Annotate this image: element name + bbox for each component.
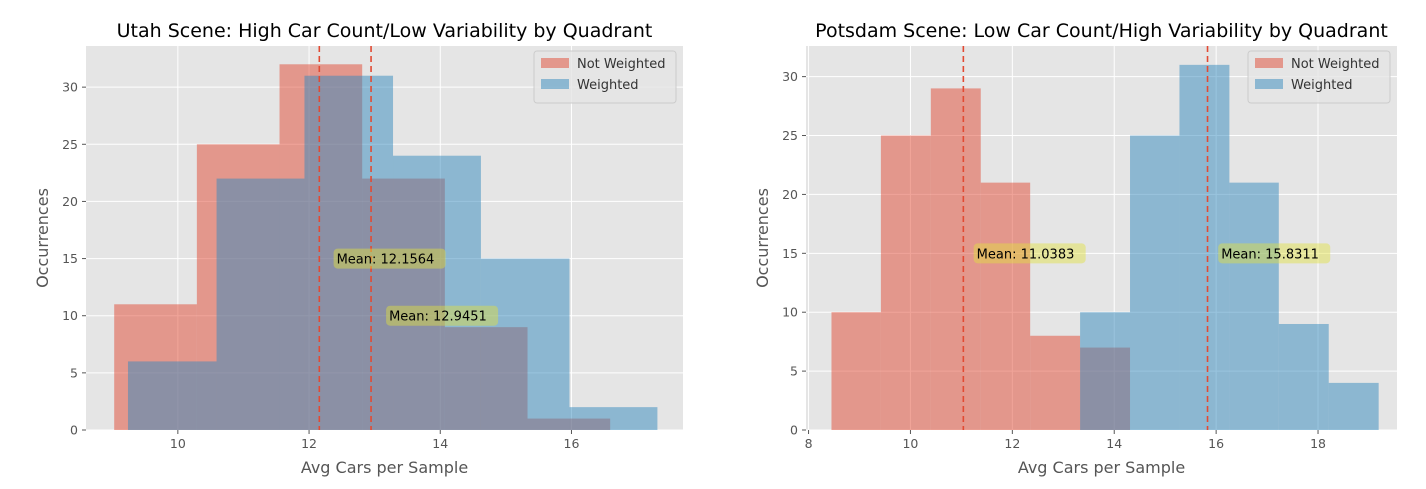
y-tick-label: 15 bbox=[782, 246, 798, 261]
legend-swatch-not-weighted bbox=[1255, 58, 1283, 68]
bar-not-weighted bbox=[930, 88, 981, 430]
legend-label-not-weighted: Not Weighted bbox=[1291, 57, 1379, 72]
bar-not-weighted bbox=[831, 312, 881, 430]
x-tick-label: 16 bbox=[1208, 436, 1224, 451]
x-tick-label: 14 bbox=[432, 436, 448, 451]
legend-swatch-weighted bbox=[1255, 79, 1283, 89]
legend: Not Weighted Weighted bbox=[1247, 50, 1391, 104]
x-tick-label: 10 bbox=[902, 436, 918, 451]
bar-weighted bbox=[1229, 182, 1279, 430]
legend-box bbox=[1247, 50, 1391, 104]
y-tick-label: 30 bbox=[62, 80, 78, 95]
x-tick-label: 8 bbox=[805, 436, 813, 451]
bar-weighted bbox=[569, 407, 658, 430]
y-tick-label: 20 bbox=[62, 194, 78, 209]
mean-annotation: Mean: 11.0383 bbox=[977, 247, 1075, 262]
bar-not-weighted bbox=[980, 182, 1031, 430]
y-tick-label: 30 bbox=[782, 69, 798, 84]
bar-weighted bbox=[480, 258, 570, 430]
x-tick-label: 16 bbox=[564, 436, 580, 451]
x-tick-label: 14 bbox=[1106, 436, 1122, 451]
x-axis-label: Avg Cars per Sample bbox=[1018, 458, 1185, 477]
y-tick-label: 25 bbox=[782, 128, 798, 143]
x-axis-label: Avg Cars per Sample bbox=[301, 458, 468, 477]
chart-utah: 10 12 14 16 0 5 10 15 20 25 30 Utah Scene: High Car… bbox=[33, 20, 683, 477]
chart-title: Potsdam Scene: Low Car Count/High Variab… bbox=[815, 20, 1388, 42]
legend-box bbox=[533, 50, 677, 104]
mean-annotation: Mean: 12.9451 bbox=[389, 310, 487, 325]
legend: Not Weighted Weighted bbox=[533, 50, 677, 104]
bar-weighted bbox=[1080, 312, 1131, 430]
mean-annotation-box bbox=[1218, 243, 1331, 264]
bar-weighted bbox=[1179, 64, 1230, 431]
mean-annotation: Mean: 12.1564 bbox=[337, 253, 435, 268]
bar-weighted bbox=[127, 361, 217, 430]
y-tick-label: 25 bbox=[62, 137, 78, 152]
bar-weighted bbox=[216, 178, 305, 430]
chart-potsdam: 8 10 12 14 16 18 0 5 10 15 20 25 30 Potsdam Scene: Lo… bbox=[753, 20, 1397, 477]
mean-annotation-box bbox=[973, 243, 1086, 264]
mean-annotation-box bbox=[386, 305, 499, 326]
y-axis-label: Occurrences bbox=[33, 188, 52, 288]
bar-not-weighted bbox=[1030, 335, 1081, 430]
legend-swatch-weighted bbox=[541, 79, 569, 89]
y-tick-label: 0 bbox=[790, 423, 798, 438]
bar-weighted bbox=[393, 155, 481, 430]
legend-label-weighted: Weighted bbox=[1291, 78, 1353, 93]
y-tick-label: 20 bbox=[782, 187, 798, 202]
y-tick-label: 10 bbox=[782, 305, 798, 320]
x-tick-label: 18 bbox=[1310, 436, 1326, 451]
chart-title: Utah Scene: High Car Count/Low Variabili… bbox=[117, 20, 653, 42]
mean-annotation-box bbox=[333, 248, 446, 269]
legend-swatch-not-weighted bbox=[541, 58, 569, 68]
bar-weighted bbox=[1278, 323, 1329, 430]
bar-weighted bbox=[1130, 135, 1180, 430]
x-tick-label: 12 bbox=[301, 436, 317, 451]
y-axis-label: Occurrences bbox=[753, 188, 772, 288]
mean-annotation: Mean: 15.8311 bbox=[1221, 247, 1319, 262]
legend-label-not-weighted: Not Weighted bbox=[577, 57, 665, 72]
y-tick-label: 0 bbox=[70, 423, 78, 438]
y-tick-label: 15 bbox=[62, 251, 78, 266]
legend-label-weighted: Weighted bbox=[577, 78, 639, 93]
y-tick-label: 5 bbox=[70, 365, 78, 380]
x-tick-label: 10 bbox=[170, 436, 186, 451]
bar-weighted bbox=[1328, 382, 1379, 430]
y-tick-label: 10 bbox=[62, 308, 78, 323]
y-tick-label: 5 bbox=[790, 364, 798, 379]
bar-not-weighted bbox=[880, 135, 931, 430]
x-tick-label: 12 bbox=[1004, 436, 1020, 451]
